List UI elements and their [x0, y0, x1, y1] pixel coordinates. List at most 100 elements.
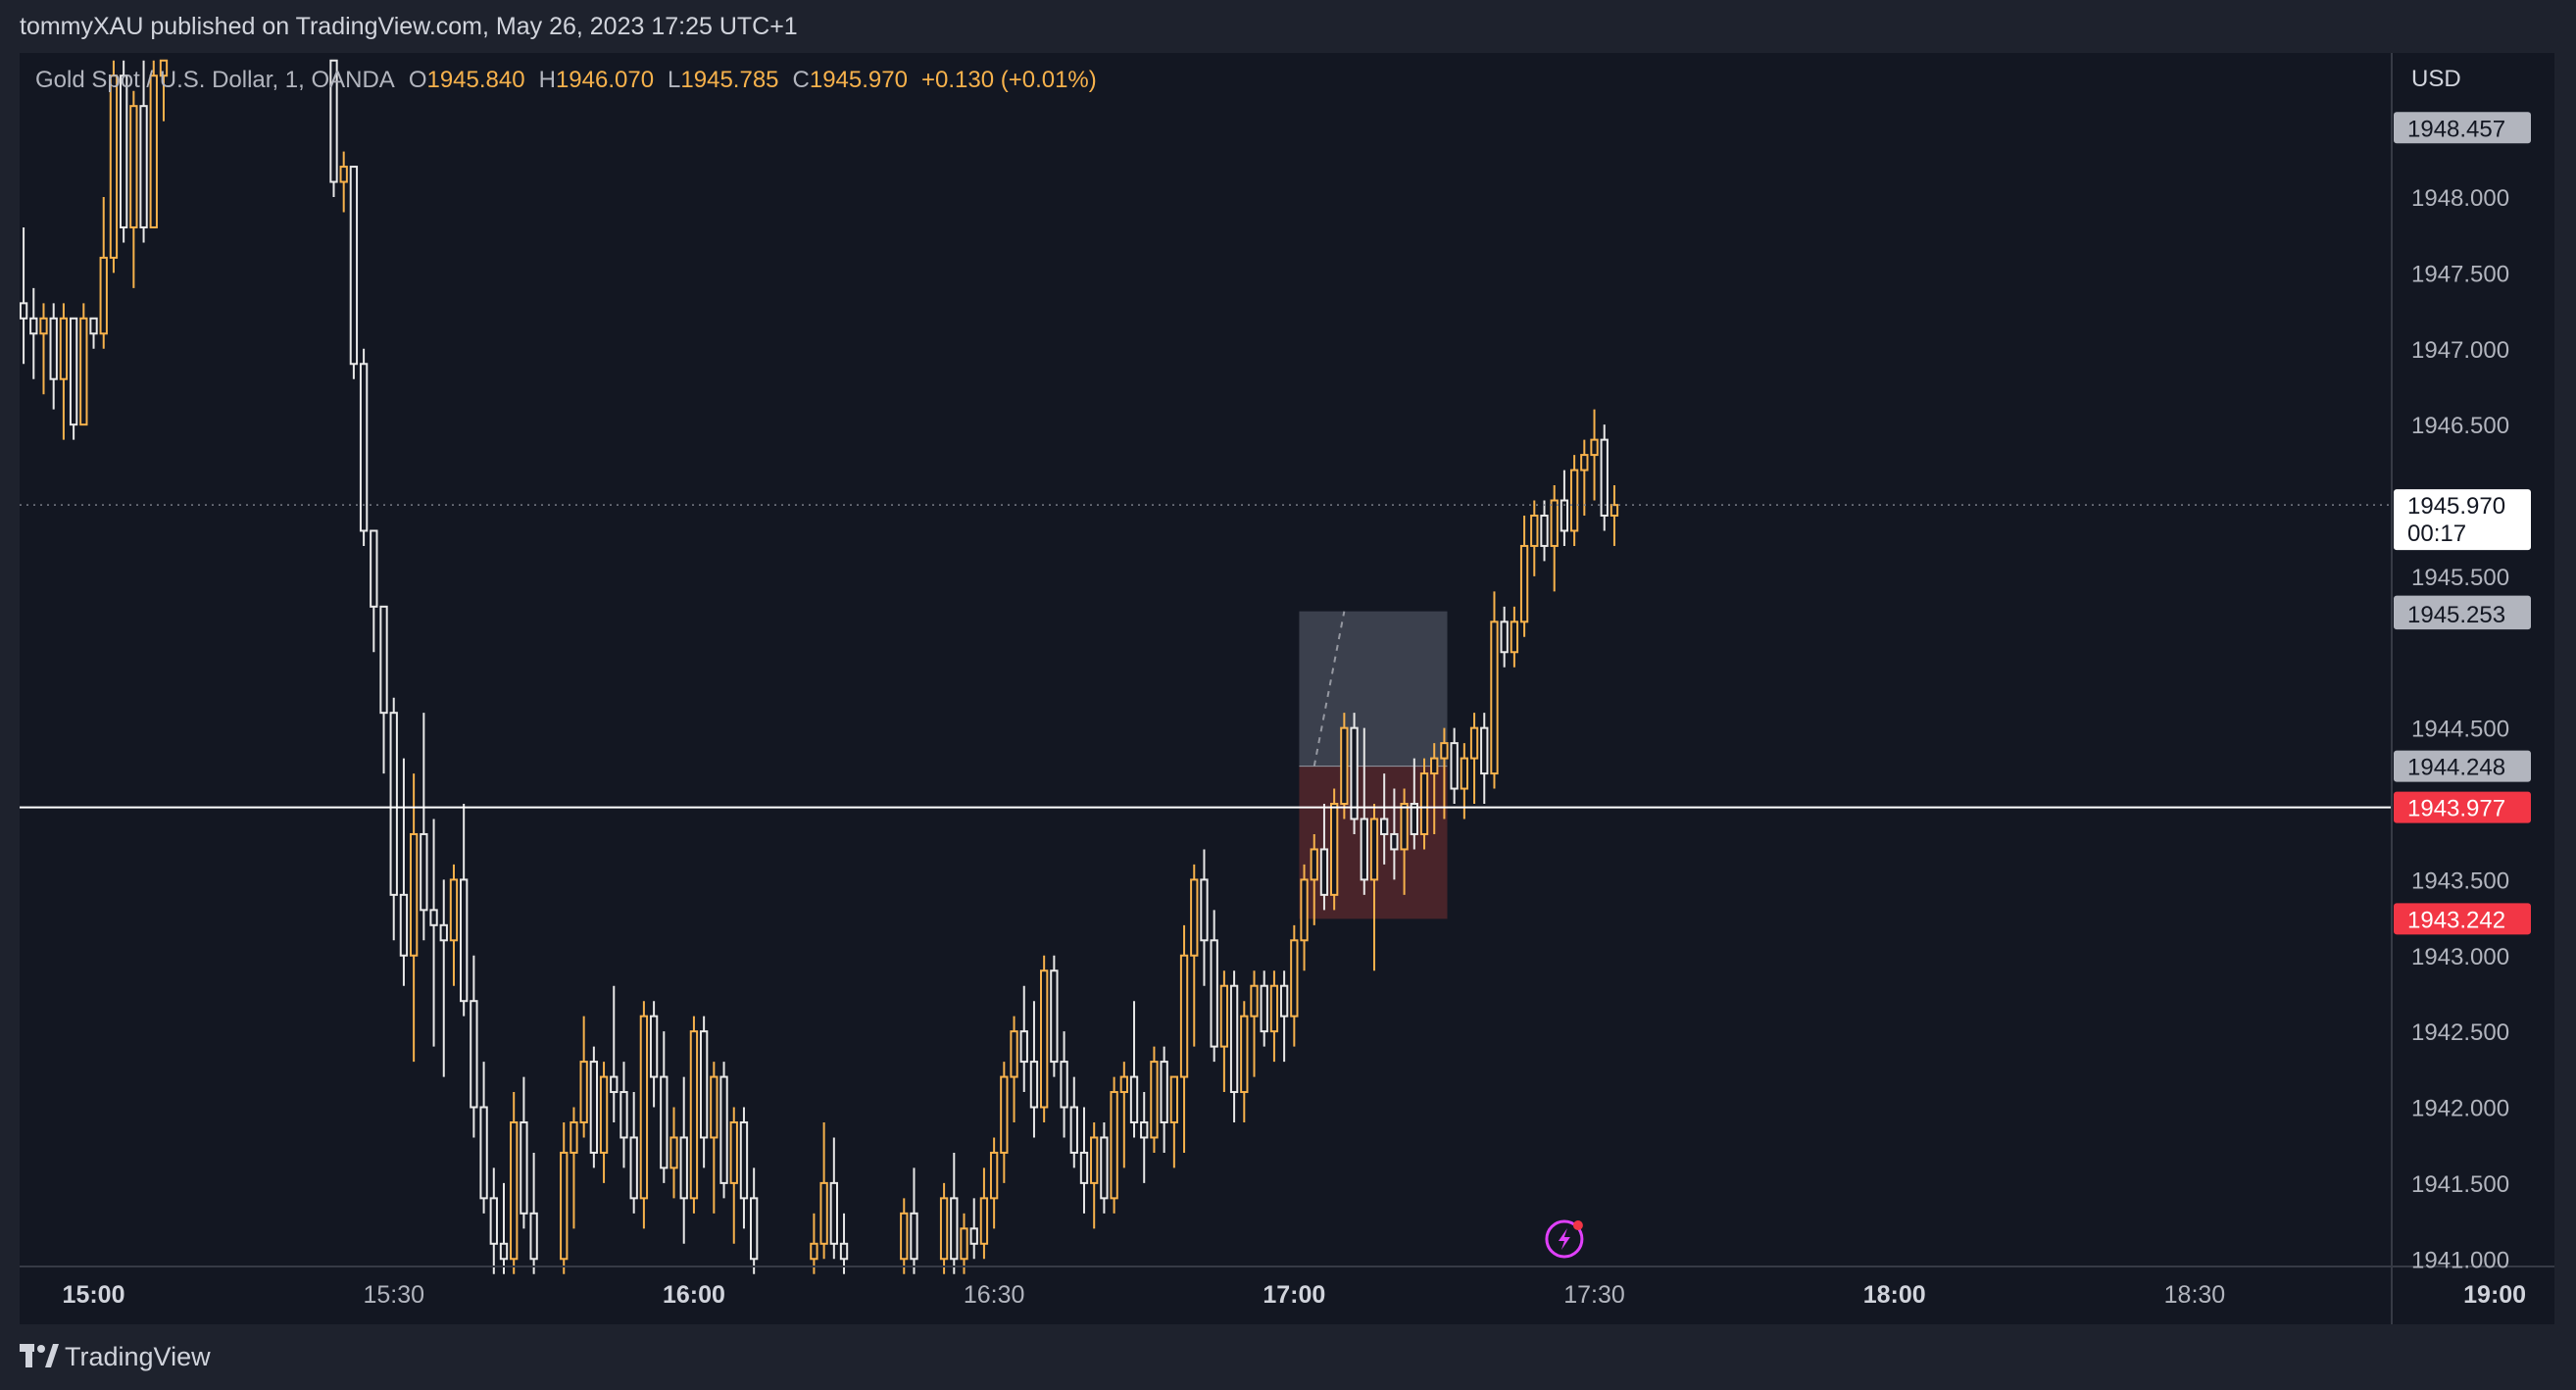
candle-body [1269, 984, 1279, 1033]
candle [429, 819, 438, 1047]
candle-body [1600, 438, 1609, 517]
candle-body [129, 105, 138, 228]
candle [1279, 970, 1289, 1063]
candle [1310, 833, 1318, 925]
flash-icon[interactable] [1545, 1219, 1584, 1259]
candle [969, 1198, 978, 1260]
price-tag-text: 1945.253 [2407, 602, 2505, 628]
candle-body [99, 256, 108, 335]
candle [339, 151, 348, 213]
candle [1419, 758, 1429, 850]
candle [1560, 470, 1569, 546]
target-zone [1299, 611, 1448, 767]
candle-body [529, 1212, 538, 1261]
price-tag: 1944.248 [2394, 750, 2531, 782]
candle-body [29, 317, 38, 335]
candle [1000, 1062, 1009, 1183]
open-value: 1945.840 [426, 67, 525, 93]
y-tick-label: 1947.000 [2411, 337, 2509, 364]
candle [739, 1107, 749, 1229]
candle [719, 1062, 728, 1199]
candle-body [39, 317, 48, 335]
candle-body [979, 1197, 989, 1245]
candle [529, 1152, 538, 1274]
x-tick-label: 15:30 [363, 1281, 424, 1309]
candle-body [750, 1197, 759, 1261]
candle-body [520, 1120, 528, 1215]
y-tick-label: 1943.500 [2411, 868, 2509, 894]
candle [520, 1076, 528, 1229]
candle-body [139, 105, 148, 228]
candle-body [1590, 438, 1599, 457]
chart-area[interactable]: USD 1948.000 1947.500 1947.000 1946.500 1945.… [20, 53, 2554, 1324]
candle-body [939, 1197, 949, 1261]
candle [1169, 1075, 1179, 1168]
candle [910, 1167, 918, 1274]
candle [1129, 1001, 1139, 1138]
candle-body [1430, 757, 1439, 775]
candle-body [370, 529, 378, 608]
candle-body [1369, 818, 1379, 881]
candle-body [1519, 544, 1529, 623]
candle [1340, 713, 1349, 819]
flash-icon-ring [1545, 1219, 1584, 1259]
candle-body [79, 317, 88, 426]
candle-body [699, 1030, 709, 1139]
candle-body [499, 1242, 509, 1261]
y-tick-label: 1947.500 [2411, 261, 2509, 287]
candle [1219, 970, 1229, 1093]
symbol-name[interactable]: Gold Spot / U.S. Dollar, 1, OANDA [35, 67, 395, 93]
price-tag: 1948.457 [2394, 112, 2531, 144]
candle-body [1440, 742, 1449, 760]
candle-body [1450, 742, 1459, 790]
candle-body [619, 1091, 628, 1139]
price-tag-text: 1943.242 [2407, 907, 2505, 933]
candle-body [710, 1075, 718, 1139]
candle [1580, 439, 1589, 516]
candle [1410, 758, 1418, 850]
candlestick-chart[interactable]: USD 1948.000 1947.500 1947.000 1946.500 1945.… [20, 53, 2554, 1324]
y-tick-label: 1946.500 [2411, 413, 2509, 439]
candle [1260, 970, 1268, 1047]
candle-body [379, 605, 388, 715]
price-tag-text: 1943.977 [2407, 796, 2505, 822]
candle [729, 1107, 738, 1244]
candle-body [1580, 454, 1589, 472]
candle [1090, 1121, 1099, 1229]
candle [1010, 1016, 1018, 1122]
candle [1190, 864, 1199, 1047]
candle-body [59, 317, 69, 380]
change-value: +0.130 (+0.01%) [920, 67, 1097, 93]
candle-body [349, 166, 359, 366]
x-tick-label: 18:30 [2164, 1281, 2226, 1309]
x-tick-label: 15:00 [63, 1281, 125, 1309]
candle-body [1050, 969, 1059, 1064]
symbol-legend[interactable]: Gold Spot / U.S. Dollar, 1, OANDA O1945.8… [35, 67, 1097, 94]
price-tag: 1945.253 [2394, 598, 2531, 630]
candle [699, 1016, 709, 1168]
candles-layer [20, 59, 1619, 1274]
tradingview-logo-icon[interactable] [20, 1344, 59, 1369]
candle [1079, 1107, 1089, 1214]
candle-body [1279, 984, 1289, 1018]
axis-corner [2393, 1267, 2554, 1324]
y-tick-label: 1942.500 [2411, 1019, 2509, 1046]
candle-body [1160, 1061, 1168, 1123]
candle [1050, 955, 1059, 1077]
candle-body [1310, 848, 1318, 881]
open-label: O [408, 67, 427, 93]
candle-body [1460, 757, 1469, 790]
currency-label: USD [2411, 66, 2461, 92]
candle-body [819, 1181, 828, 1245]
candle-body [689, 1030, 699, 1200]
candle [950, 1152, 959, 1274]
x-tick-label: 16:30 [964, 1281, 1025, 1309]
price-tag-text: 1948.457 [2407, 116, 2505, 142]
tradingview-brand[interactable]: TradingView [65, 1342, 211, 1371]
candle [109, 60, 119, 273]
candle-body [1019, 1030, 1028, 1064]
last-price-text: 1945.970 [2407, 493, 2505, 520]
candle [570, 1107, 578, 1229]
candle [1110, 1076, 1118, 1214]
price-tag-box [2394, 791, 2531, 823]
